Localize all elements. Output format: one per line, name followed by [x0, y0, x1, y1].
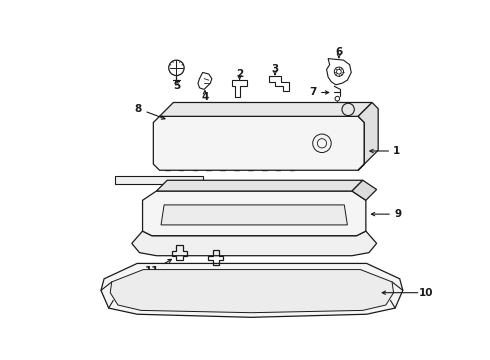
Polygon shape [159, 103, 372, 116]
Text: 11: 11 [145, 259, 171, 276]
Text: 3: 3 [271, 64, 279, 75]
Polygon shape [352, 180, 377, 200]
Circle shape [342, 103, 354, 116]
Text: 7: 7 [309, 87, 317, 98]
Polygon shape [132, 231, 377, 256]
Polygon shape [110, 270, 393, 313]
Text: 4: 4 [201, 92, 209, 102]
Text: 10: 10 [418, 288, 433, 298]
Polygon shape [153, 116, 365, 170]
Text: 1: 1 [393, 146, 400, 156]
Polygon shape [161, 205, 347, 225]
Polygon shape [115, 176, 203, 184]
Text: 9: 9 [394, 209, 402, 219]
Text: 5: 5 [173, 81, 180, 91]
Polygon shape [156, 180, 363, 191]
Polygon shape [143, 191, 366, 236]
Polygon shape [358, 103, 378, 170]
Text: 2: 2 [236, 69, 243, 79]
Polygon shape [101, 264, 403, 317]
Text: 6: 6 [335, 48, 343, 58]
Text: 8: 8 [134, 104, 165, 119]
